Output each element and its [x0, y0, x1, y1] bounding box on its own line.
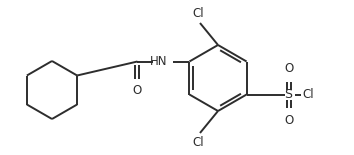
Text: O: O: [133, 84, 142, 97]
Text: S: S: [285, 88, 292, 101]
Text: O: O: [284, 113, 293, 126]
Text: O: O: [284, 62, 293, 75]
Text: HN: HN: [150, 55, 167, 68]
Text: Cl: Cl: [303, 88, 314, 101]
Text: Cl: Cl: [192, 136, 204, 149]
Text: Cl: Cl: [192, 7, 204, 20]
